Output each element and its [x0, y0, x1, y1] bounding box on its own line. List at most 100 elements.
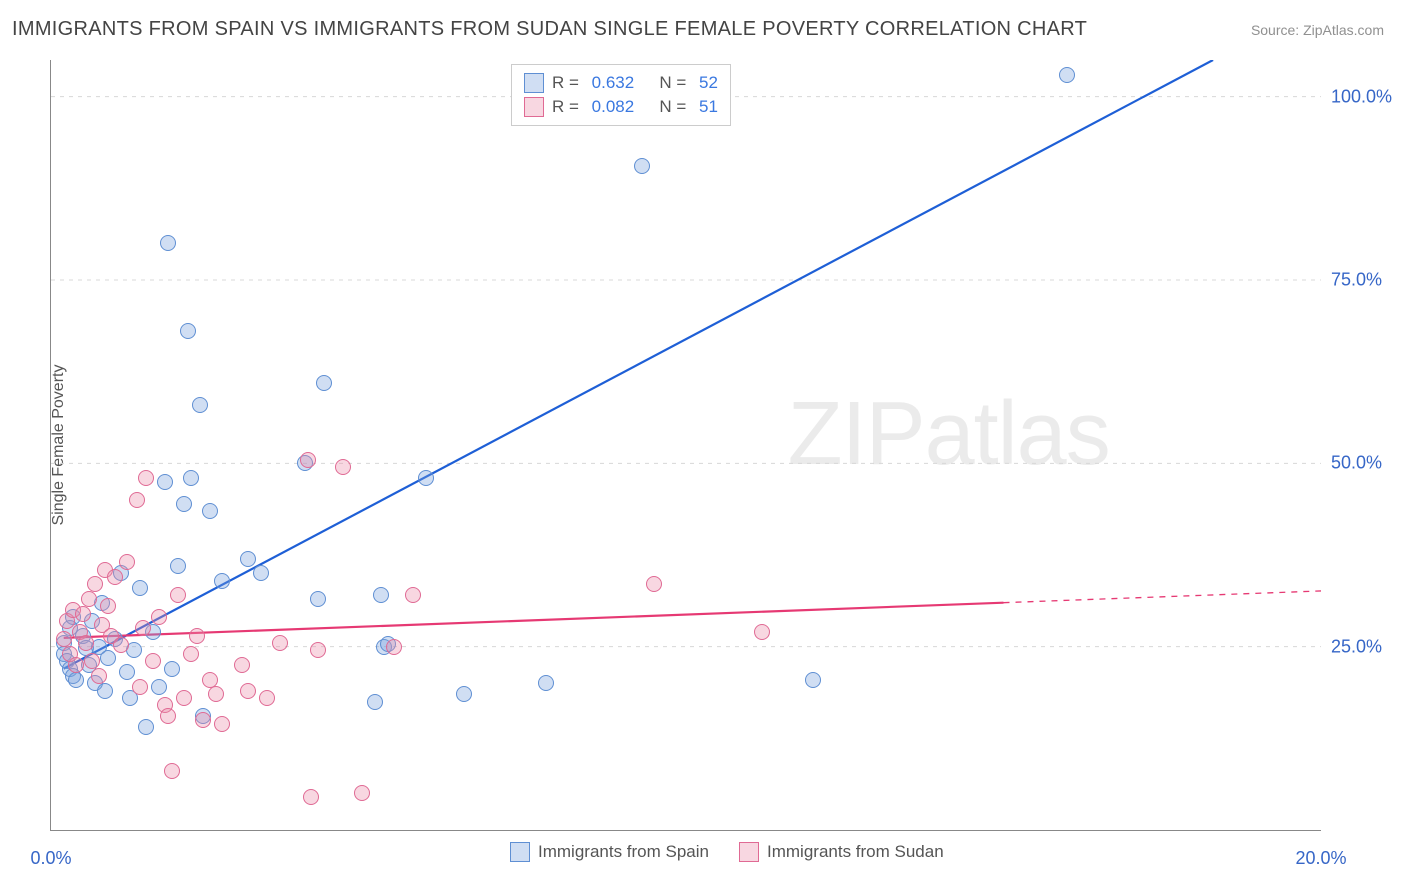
sudan-point	[754, 624, 770, 640]
sudan-point	[87, 576, 103, 592]
correlation-legend: R = 0.632 N = 52 R = 0.082 N = 51	[511, 64, 731, 126]
spain-point	[214, 573, 230, 589]
sudan-point	[176, 690, 192, 706]
sudan-point	[78, 635, 94, 651]
series-legend: Immigrants from Spain Immigrants from Su…	[510, 842, 944, 862]
sudan-point	[132, 679, 148, 695]
spain-point	[97, 683, 113, 699]
legend-item-label: Immigrants from Spain	[538, 842, 709, 862]
spain-point	[138, 719, 154, 735]
spain-point	[373, 587, 389, 603]
sudan-point	[56, 631, 72, 647]
legend-n-value: 51	[699, 97, 718, 117]
y-tick-label: 50.0%	[1331, 453, 1401, 474]
sudan-point	[354, 785, 370, 801]
legend-r-label: R =	[552, 73, 584, 93]
spain-point	[538, 675, 554, 691]
spain-point	[183, 470, 199, 486]
legend-row-sudan: R = 0.082 N = 51	[524, 95, 718, 119]
sudan-point	[303, 789, 319, 805]
sudan-point	[234, 657, 250, 673]
spain-point	[367, 694, 383, 710]
spain-point	[180, 323, 196, 339]
sudan-point	[202, 672, 218, 688]
spain-point	[253, 565, 269, 581]
spain-point	[160, 235, 176, 251]
spain-point	[170, 558, 186, 574]
spain-swatch-icon	[510, 842, 530, 862]
watermark: ZIPatlas	[788, 383, 1110, 486]
spain-point	[634, 158, 650, 174]
sudan-swatch-icon	[524, 97, 544, 117]
sudan-point	[119, 554, 135, 570]
sudan-point	[214, 716, 230, 732]
sudan-point	[189, 628, 205, 644]
sudan-point	[405, 587, 421, 603]
spain-point	[100, 650, 116, 666]
y-tick-label: 25.0%	[1331, 636, 1401, 657]
sudan-point	[138, 470, 154, 486]
sudan-point	[310, 642, 326, 658]
spain-point	[456, 686, 472, 702]
spain-point	[176, 496, 192, 512]
y-tick-label: 100.0%	[1331, 86, 1401, 107]
sudan-point	[259, 690, 275, 706]
sudan-point	[183, 646, 199, 662]
sudan-point	[335, 459, 351, 475]
spain-point	[151, 679, 167, 695]
y-tick-label: 75.0%	[1331, 270, 1401, 291]
source-attribution: Source: ZipAtlas.com	[1251, 22, 1384, 38]
sudan-point	[195, 712, 211, 728]
legend-item-sudan: Immigrants from Sudan	[739, 842, 944, 862]
sudan-point	[272, 635, 288, 651]
spain-point	[1059, 67, 1075, 83]
spain-point	[132, 580, 148, 596]
legend-r-label: R =	[552, 97, 584, 117]
sudan-point	[113, 637, 129, 653]
spain-point	[202, 503, 218, 519]
spain-swatch-icon	[524, 73, 544, 93]
sudan-point	[91, 668, 107, 684]
gridlines	[51, 60, 1321, 830]
spain-point	[164, 661, 180, 677]
sudan-point	[75, 606, 91, 622]
legend-r-value: 0.082	[592, 97, 647, 117]
legend-r-value: 0.632	[592, 73, 647, 93]
spain-point	[805, 672, 821, 688]
spain-point	[316, 375, 332, 391]
spain-point	[119, 664, 135, 680]
sudan-point	[68, 657, 84, 673]
scatter-plot: Single Female Poverty ZIPatlas 25.0%50.0…	[50, 60, 1321, 831]
sudan-point	[386, 639, 402, 655]
legend-item-label: Immigrants from Sudan	[767, 842, 944, 862]
y-axis-label: Single Female Poverty	[50, 365, 68, 526]
page-title: IMMIGRANTS FROM SPAIN VS IMMIGRANTS FROM…	[12, 18, 1087, 41]
sudan-point	[81, 591, 97, 607]
sudan-point	[164, 763, 180, 779]
sudan-point	[160, 708, 176, 724]
regression-lines	[51, 60, 1321, 830]
spain-point	[418, 470, 434, 486]
x-tick-label: 20.0%	[1295, 848, 1346, 869]
sudan-point	[84, 653, 100, 669]
sudan-point	[129, 492, 145, 508]
spain-point	[192, 397, 208, 413]
sudan-point	[107, 569, 123, 585]
sudan-point	[100, 598, 116, 614]
legend-row-spain: R = 0.632 N = 52	[524, 71, 718, 95]
sudan-point	[151, 609, 167, 625]
legend-item-spain: Immigrants from Spain	[510, 842, 709, 862]
spain-point	[157, 474, 173, 490]
sudan-point	[170, 587, 186, 603]
legend-n-label: N =	[655, 97, 691, 117]
sudan-point	[300, 452, 316, 468]
sudan-point	[240, 683, 256, 699]
spain-point	[68, 672, 84, 688]
sudan-point	[145, 653, 161, 669]
sudan-point	[208, 686, 224, 702]
legend-n-value: 52	[699, 73, 718, 93]
legend-n-label: N =	[655, 73, 691, 93]
x-tick-label: 0.0%	[30, 848, 71, 869]
spain-point	[240, 551, 256, 567]
spain-point	[310, 591, 326, 607]
